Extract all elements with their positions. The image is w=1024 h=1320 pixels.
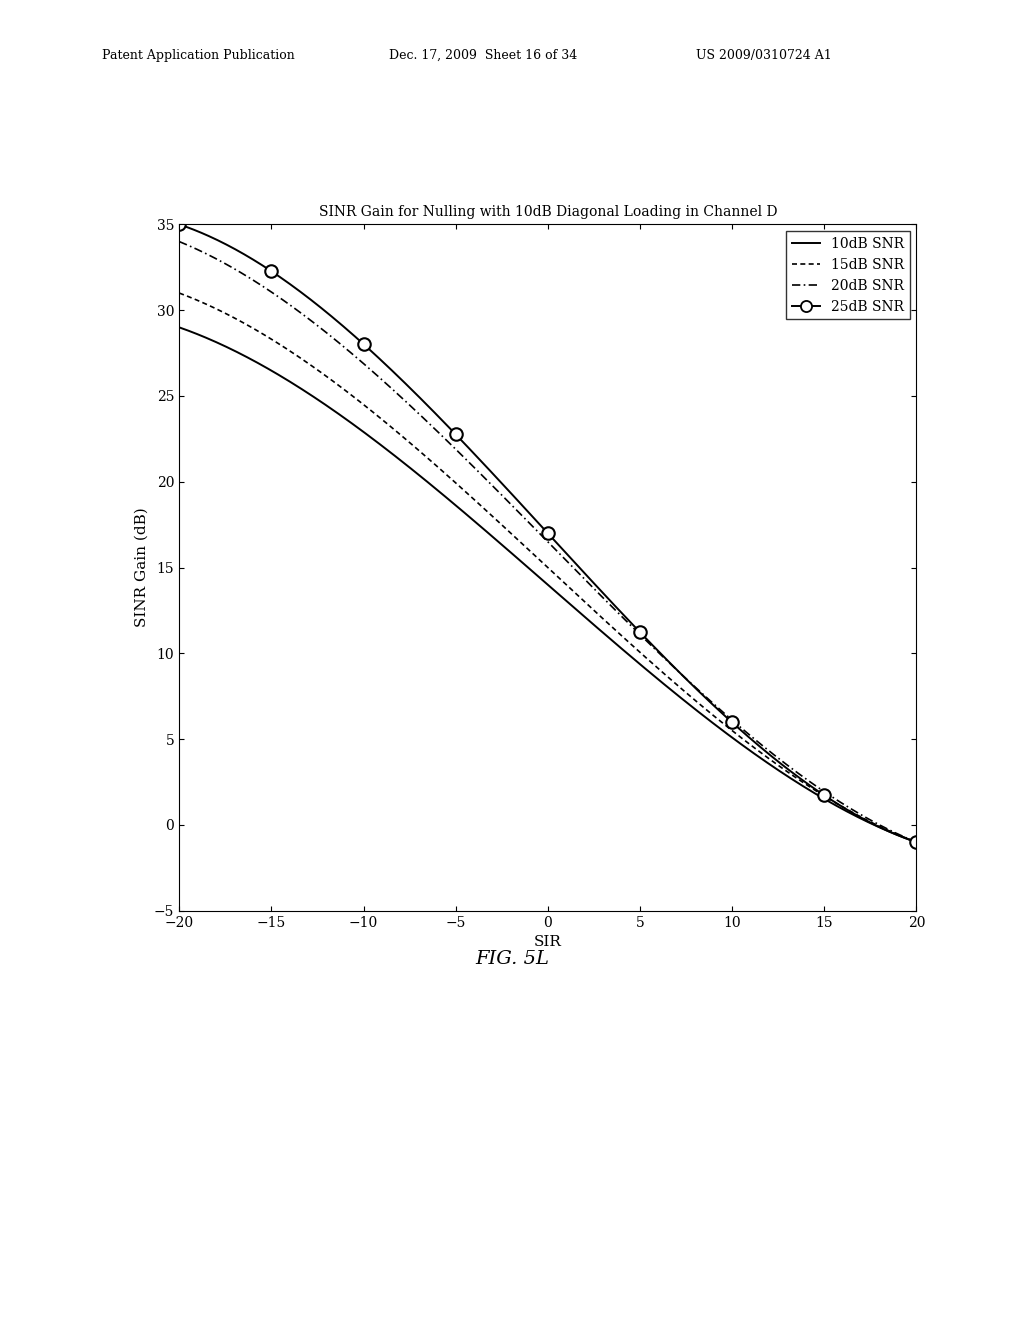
Y-axis label: SINR Gain (dB): SINR Gain (dB) <box>134 508 148 627</box>
Text: FIG. 5L: FIG. 5L <box>475 949 549 968</box>
X-axis label: SIR: SIR <box>534 935 562 949</box>
Text: US 2009/0310724 A1: US 2009/0310724 A1 <box>696 49 833 62</box>
Legend: 10dB SNR, 15dB SNR, 20dB SNR, 25dB SNR: 10dB SNR, 15dB SNR, 20dB SNR, 25dB SNR <box>786 231 909 319</box>
Title: SINR Gain for Nulling with 10dB Diagonal Loading in Channel D: SINR Gain for Nulling with 10dB Diagonal… <box>318 205 777 219</box>
Text: Patent Application Publication: Patent Application Publication <box>102 49 295 62</box>
Text: Dec. 17, 2009  Sheet 16 of 34: Dec. 17, 2009 Sheet 16 of 34 <box>389 49 578 62</box>
